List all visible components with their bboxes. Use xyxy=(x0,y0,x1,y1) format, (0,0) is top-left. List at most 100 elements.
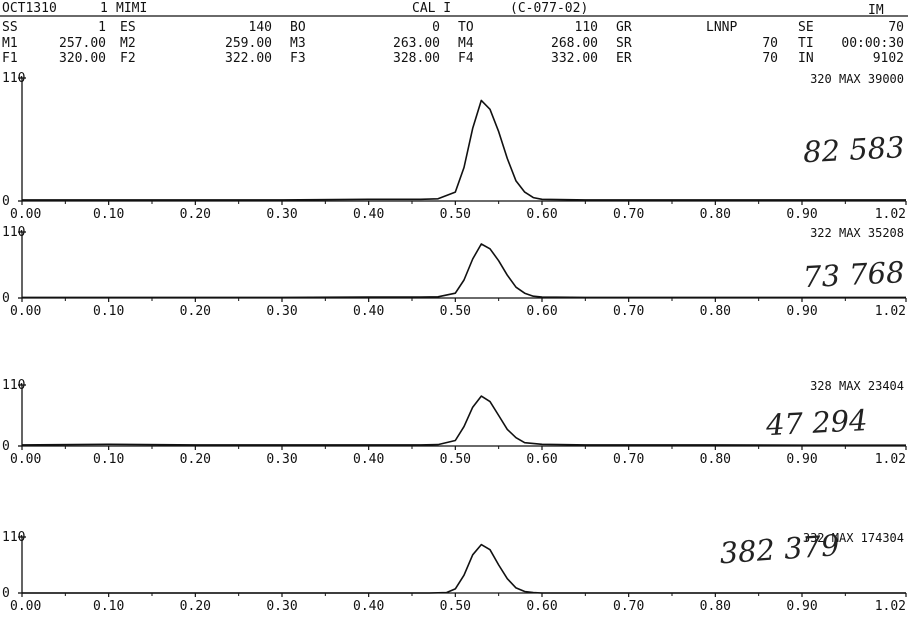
se-value: 70 xyxy=(888,20,904,35)
ti-label: TI xyxy=(798,36,814,51)
header-date-code: OCT1310 xyxy=(2,1,57,16)
m3-label: M3 xyxy=(290,36,306,51)
er-label: ER xyxy=(616,51,632,66)
sr-label: SR xyxy=(616,36,632,51)
x-tick-label: 0.40 xyxy=(353,207,384,222)
chromatogram-trace xyxy=(22,99,906,201)
x-tick-label: 0.50 xyxy=(440,599,471,614)
x-tick-label: 0.00 xyxy=(10,452,41,467)
x-tick-label: 0.00 xyxy=(10,207,41,222)
x-tick-label: 1.02 xyxy=(875,452,906,467)
x-tick-label: 0.80 xyxy=(700,304,731,319)
panel-4: 110 00.00 0.10 0.20 0.30 0.40 0.50 0.60 0.70 0.80… xyxy=(2,528,907,614)
sr-value: 70 xyxy=(762,36,778,51)
x-tick-label: 0.10 xyxy=(93,599,124,614)
ss-label: SS xyxy=(2,20,18,35)
max-label: 332 MAX 174304 xyxy=(803,531,904,545)
x-tick-label: 1.02 xyxy=(875,207,906,222)
header-operator: MIMI xyxy=(116,1,147,16)
f1-label: F1 xyxy=(2,51,18,66)
max-label: 320 MAX 39000 xyxy=(810,72,904,86)
f4-value: 332.00 xyxy=(551,51,598,66)
x-tick-label: 0.40 xyxy=(353,304,384,319)
header-sample-id: (C-077-02) xyxy=(510,1,588,16)
f1-value: 320.00 xyxy=(59,51,106,66)
panel-1: 110 00.00 0.10 0.20 0.30 0.40 0.50 0.60 0.70 0.80… xyxy=(2,71,907,222)
x-tick-label: 0.40 xyxy=(353,599,384,614)
x-tick-label: 0.50 xyxy=(440,452,471,467)
handwritten-area-value: 382 379 xyxy=(718,528,840,570)
x-tick-label: 0.70 xyxy=(613,452,644,467)
to-value: 110 xyxy=(575,20,598,35)
panel-3: 110 00.00 0.10 0.20 0.30 0.40 0.50 0.60 0.70 0.80… xyxy=(2,378,907,467)
f3-value: 328.00 xyxy=(393,51,440,66)
lnnp-label: LNNP xyxy=(706,20,737,35)
x-tick-label: 0.70 xyxy=(613,304,644,319)
x-tick-label: 0.70 xyxy=(613,207,644,222)
header-calibration: CAL I xyxy=(412,1,451,16)
ti-value: 00:00:30 xyxy=(841,36,904,51)
gr-label: GR xyxy=(616,20,632,35)
x-tick-label: 0.20 xyxy=(180,304,211,319)
x-tick-label: 0.20 xyxy=(180,452,211,467)
to-label: TO xyxy=(458,20,474,35)
y-tick-label-bottom: 0 xyxy=(2,291,10,306)
x-tick-label: 0.00 xyxy=(10,304,41,319)
header-run: 1 xyxy=(100,1,108,16)
er-value: 70 xyxy=(762,51,778,66)
x-tick-label: 0.80 xyxy=(700,207,731,222)
handwritten-area-value: 47 294 xyxy=(764,403,868,442)
y-tick-label-bottom: 0 xyxy=(2,439,10,454)
max-label: 322 MAX 35208 xyxy=(810,226,904,240)
m2-label: M2 xyxy=(120,36,136,51)
m1-value: 257.00 xyxy=(59,36,106,51)
x-tick-label: 0.60 xyxy=(526,452,557,467)
m4-label: M4 xyxy=(458,36,474,51)
m2-value: 259.00 xyxy=(225,36,272,51)
es-label: ES xyxy=(120,20,136,35)
x-tick-label: 0.20 xyxy=(180,599,211,614)
bo-label: BO xyxy=(290,20,306,35)
header: OCT1310 1 MIMI CAL I (C-077-02) IM SS 1 … xyxy=(0,1,908,66)
f3-label: F3 xyxy=(290,51,306,66)
f4-label: F4 xyxy=(458,51,474,66)
x-tick-label: 0.90 xyxy=(786,207,817,222)
x-tick-label: 0.30 xyxy=(266,207,297,222)
x-tick-label: 0.90 xyxy=(786,452,817,467)
x-tick-label: 1.02 xyxy=(875,599,906,614)
in-value: 9102 xyxy=(873,51,904,66)
f2-label: F2 xyxy=(120,51,136,66)
x-tick-label: 0.80 xyxy=(700,599,731,614)
x-tick-label: 0.90 xyxy=(786,304,817,319)
handwritten-area-value: 73 768 xyxy=(802,255,905,294)
x-tick-label: 0.50 xyxy=(440,207,471,222)
m3-value: 263.00 xyxy=(393,36,440,51)
y-tick-label-bottom: 0 xyxy=(2,194,10,209)
ss-value: 1 xyxy=(98,20,106,35)
x-tick-label: 0.60 xyxy=(526,207,557,222)
x-tick-label: 0.60 xyxy=(526,599,557,614)
m1-label: M1 xyxy=(2,36,18,51)
bo-value: 0 xyxy=(432,20,440,35)
y-tick-label-top: 110 xyxy=(2,225,25,240)
x-tick-label: 1.02 xyxy=(875,304,906,319)
x-tick-label: 0.90 xyxy=(786,599,817,614)
x-tick-label: 0.10 xyxy=(93,304,124,319)
chromatogram-trace xyxy=(22,543,906,594)
m4-value: 268.00 xyxy=(551,36,598,51)
header-mode: IM xyxy=(868,3,884,18)
x-tick-label: 0.70 xyxy=(613,599,644,614)
x-tick-label: 0.00 xyxy=(10,599,41,614)
chromatogram-trace xyxy=(22,243,906,299)
x-tick-label: 0.10 xyxy=(93,207,124,222)
f2-value: 322.00 xyxy=(225,51,272,66)
x-tick-label: 0.30 xyxy=(266,452,297,467)
y-tick-label-top: 110 xyxy=(2,71,25,86)
panel-2: 110 00.00 0.10 0.20 0.30 0.40 0.50 0.60 0.70 0.80… xyxy=(2,225,907,319)
y-tick-label-bottom: 0 xyxy=(2,586,10,601)
y-tick-label-top: 110 xyxy=(2,530,25,545)
x-tick-label: 0.10 xyxy=(93,452,124,467)
